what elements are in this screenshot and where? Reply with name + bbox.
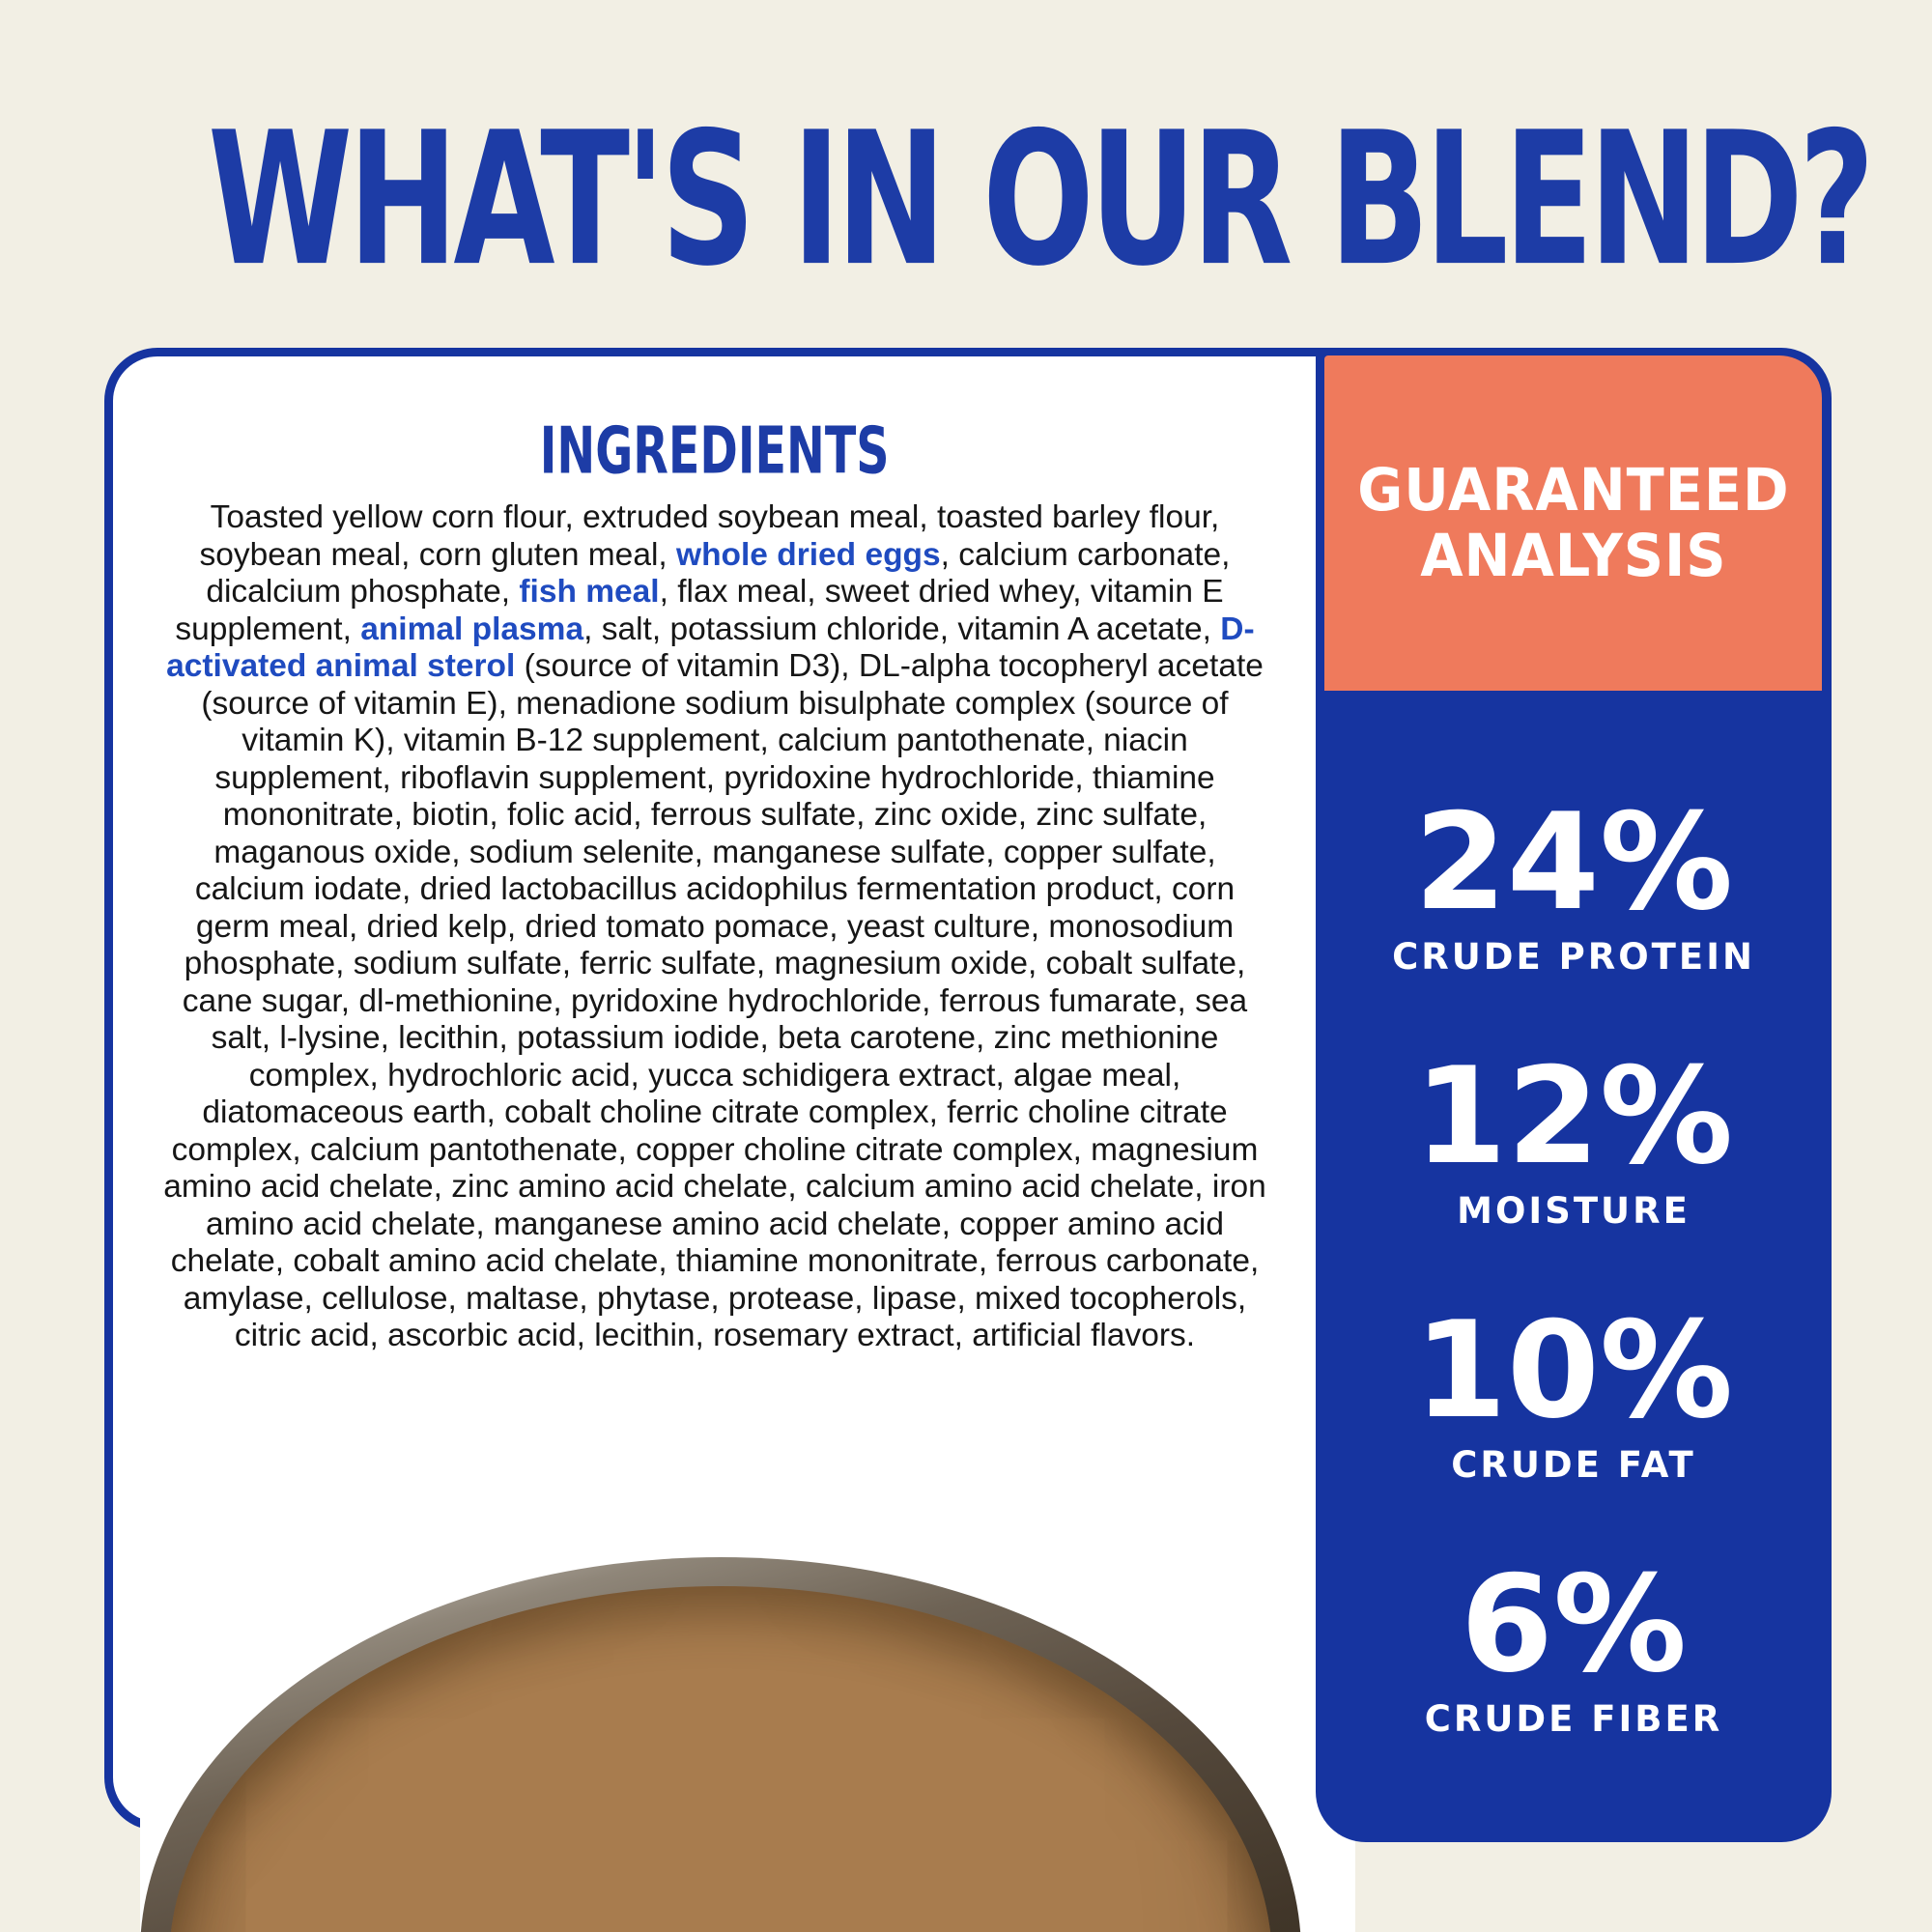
stat-group: 24% CRUDE PROTEIN bbox=[1392, 784, 1755, 978]
stat-label: CRUDE PROTEIN bbox=[1392, 936, 1755, 978]
ingredient-plain: , salt, potassium chloride, vitamin A ac… bbox=[583, 611, 1221, 647]
stat-value: 10% bbox=[1413, 1293, 1734, 1448]
stat-label: MOISTURE bbox=[1457, 1190, 1690, 1232]
ingredient-plain: (source of vitamin D3), DL-alpha tocophe… bbox=[163, 648, 1266, 1353]
ingredient-plain: , calcium carbonate, dicalcium phosphate… bbox=[206, 536, 1231, 611]
guaranteed-analysis-title: GUARANTEED ANALYSIS bbox=[1356, 455, 1790, 590]
stat-group: 6% CRUDE FIBER bbox=[1424, 1547, 1723, 1740]
stat-value: 24% bbox=[1413, 784, 1734, 940]
stat-label: CRUDE FAT bbox=[1451, 1444, 1696, 1486]
stat-value: 6% bbox=[1460, 1547, 1688, 1702]
kibble-texture bbox=[169, 1586, 1272, 1932]
stat-value: 12% bbox=[1413, 1038, 1734, 1194]
ingredient-highlight: fish meal bbox=[519, 574, 660, 610]
kibble-bowl-photo bbox=[140, 1519, 1355, 1932]
steel-bowl bbox=[140, 1557, 1301, 1932]
stat-label: CRUDE FIBER bbox=[1424, 1698, 1723, 1740]
stat-group: 10% CRUDE FAT bbox=[1413, 1293, 1734, 1486]
ingredient-highlight: animal plasma bbox=[360, 611, 584, 647]
page-title: WHAT'S IN OUR BLEND? bbox=[208, 93, 1875, 308]
guaranteed-analysis-panel: GUARANTEED ANALYSIS 24% CRUDE PROTEIN 12% M… bbox=[1316, 348, 1832, 1842]
ingredient-highlight: D-activated animal sterol bbox=[166, 611, 1255, 685]
ingredient-highlight: whole dried eggs bbox=[676, 536, 941, 573]
ingredients-text: Toasted yellow corn flour, extruded soyb… bbox=[156, 499, 1274, 1355]
stats-list: 24% CRUDE PROTEIN 12% MOISTURE 10% CRUDE FAT 6… bbox=[1316, 691, 1832, 1842]
stat-group: 12% MOISTURE bbox=[1413, 1038, 1734, 1232]
ingredient-plain: Toasted yellow corn flour, extruded soyb… bbox=[199, 499, 1220, 573]
guaranteed-analysis-header: GUARANTEED ANALYSIS bbox=[1324, 355, 1822, 691]
ingredients-heading: INGREDIENTS bbox=[540, 412, 890, 489]
ingredient-plain: , flax meal, sweet dried whey, vitamin E… bbox=[175, 574, 1224, 647]
